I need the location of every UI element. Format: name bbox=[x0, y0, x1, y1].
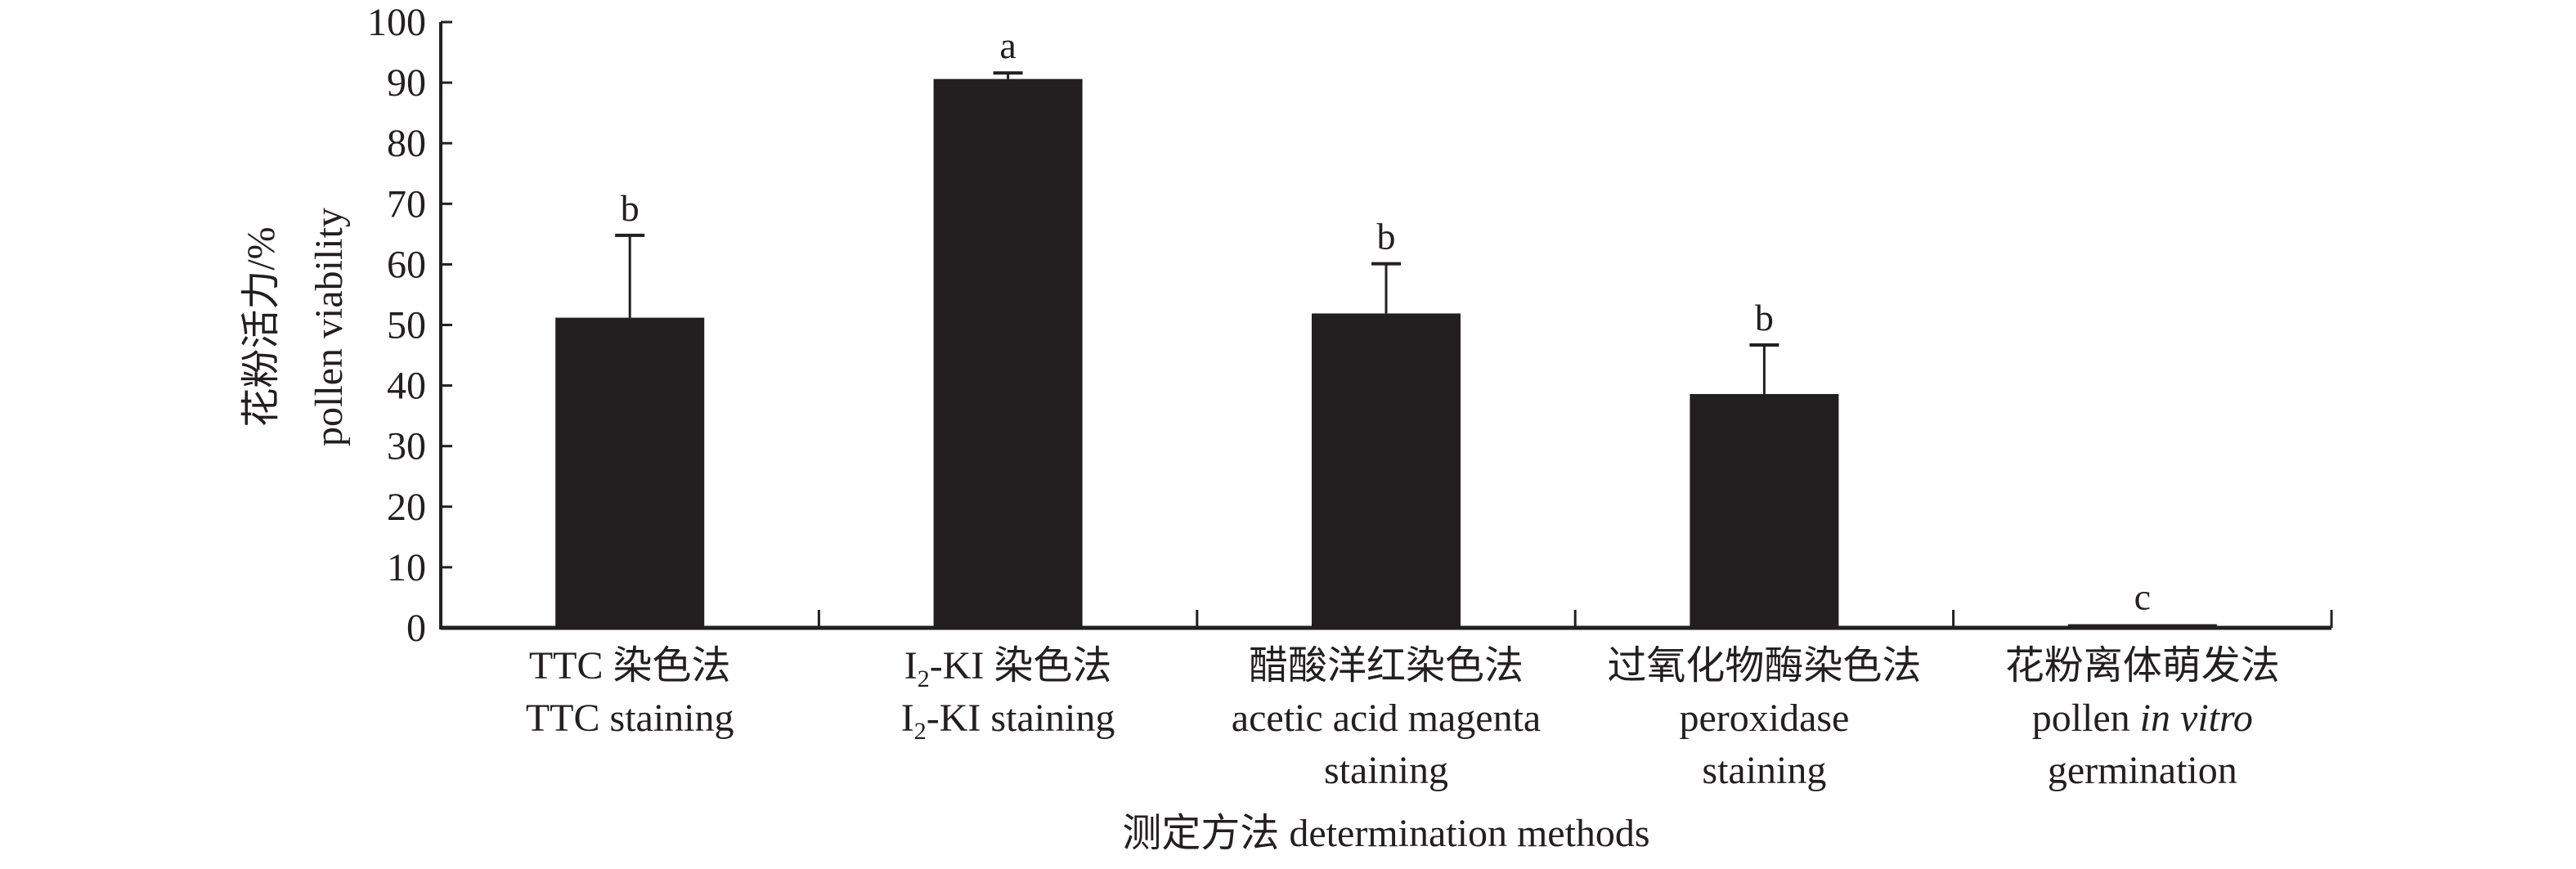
x-tick-label-part: -KI 染色法 bbox=[930, 644, 1112, 688]
x-tick-label: staining bbox=[1702, 749, 1826, 792]
x-tick-label-part: 2 bbox=[914, 718, 927, 745]
y-tick-label: 80 bbox=[387, 122, 426, 165]
x-tick-label-part: 花粉离体萌发法 bbox=[2005, 644, 2280, 688]
y-tick-label: 0 bbox=[406, 607, 426, 650]
significance-label: c bbox=[2134, 576, 2151, 618]
x-tick-label-part: I bbox=[901, 697, 914, 740]
x-tick-label-part: pollen bbox=[2032, 697, 2140, 740]
x-tick-label: germination bbox=[2048, 749, 2237, 792]
x-tick-label: 醋酸洋红染色法 bbox=[1249, 644, 1524, 688]
x-tick-label-part: peroxidase bbox=[1679, 697, 1849, 740]
x-tick-label-part: staining bbox=[1324, 749, 1448, 792]
x-tick-label: TTC 染色法 bbox=[529, 644, 731, 688]
y-tick-label: 60 bbox=[387, 243, 426, 286]
x-tick-label: I2-KI staining bbox=[901, 697, 1115, 745]
y-tick-label: 10 bbox=[387, 546, 426, 589]
bar bbox=[1312, 313, 1461, 628]
bar bbox=[933, 78, 1083, 629]
y-axis-label-cn: 花粉活力/% bbox=[240, 226, 283, 427]
significance-label: a bbox=[999, 25, 1016, 66]
x-tick-label-part: 2 bbox=[918, 665, 930, 692]
x-axis-title: 测定方法 determination methods bbox=[1122, 812, 1649, 855]
bar bbox=[1690, 393, 1839, 628]
x-tick-label: peroxidase bbox=[1679, 697, 1849, 740]
x-tick-label-part: I bbox=[904, 644, 918, 688]
x-tick-label: staining bbox=[1324, 749, 1448, 792]
x-tick-label-part: germination bbox=[2048, 749, 2237, 792]
x-tick-label: 花粉离体萌发法 bbox=[2005, 644, 2280, 688]
bar bbox=[555, 317, 705, 628]
x-tick-label-part: 过氧化物酶染色法 bbox=[1607, 644, 1921, 688]
y-tick-label: 30 bbox=[387, 425, 426, 468]
y-tick-label: 70 bbox=[387, 182, 426, 226]
significance-label: b bbox=[1755, 297, 1774, 338]
significance-label: b bbox=[621, 187, 640, 229]
bar bbox=[2067, 624, 2217, 629]
y-axis-label: 花粉活力/% pollen viability bbox=[240, 208, 351, 446]
x-tick-label-part: -KI staining bbox=[927, 697, 1115, 740]
y-tick-label: 50 bbox=[387, 304, 426, 347]
x-tick-label: TTC staining bbox=[526, 697, 734, 740]
x-tick-label-part: TTC 染色法 bbox=[529, 644, 731, 688]
x-tick-label: 过氧化物酶染色法 bbox=[1607, 644, 1921, 688]
x-tick-label-part: acetic acid magenta bbox=[1232, 697, 1541, 740]
x-tick-label: acetic acid magenta bbox=[1232, 697, 1541, 740]
bars: b a b b c bbox=[555, 25, 2217, 629]
x-tick-label-part: 醋酸洋红染色法 bbox=[1249, 644, 1524, 688]
x-tick-label-part: TTC staining bbox=[526, 697, 734, 740]
y-axis-label-en: pollen viability bbox=[307, 208, 351, 446]
y-tick-label: 90 bbox=[387, 61, 426, 105]
x-tick-label: pollen in vitro bbox=[2032, 697, 2253, 740]
x-tick-label: I2-KI 染色法 bbox=[904, 644, 1112, 692]
y-tick-label: 100 bbox=[367, 1, 426, 44]
y-tick-label: 20 bbox=[387, 486, 426, 529]
significance-label: b bbox=[1377, 216, 1396, 258]
x-tick-label-part: staining bbox=[1702, 749, 1826, 792]
y-tick-label: 40 bbox=[387, 365, 426, 408]
y-axis: 0 10 20 30 40 50 60 70 80 90 100 bbox=[367, 1, 452, 650]
x-tick-label-part: in vitro bbox=[2140, 697, 2253, 740]
